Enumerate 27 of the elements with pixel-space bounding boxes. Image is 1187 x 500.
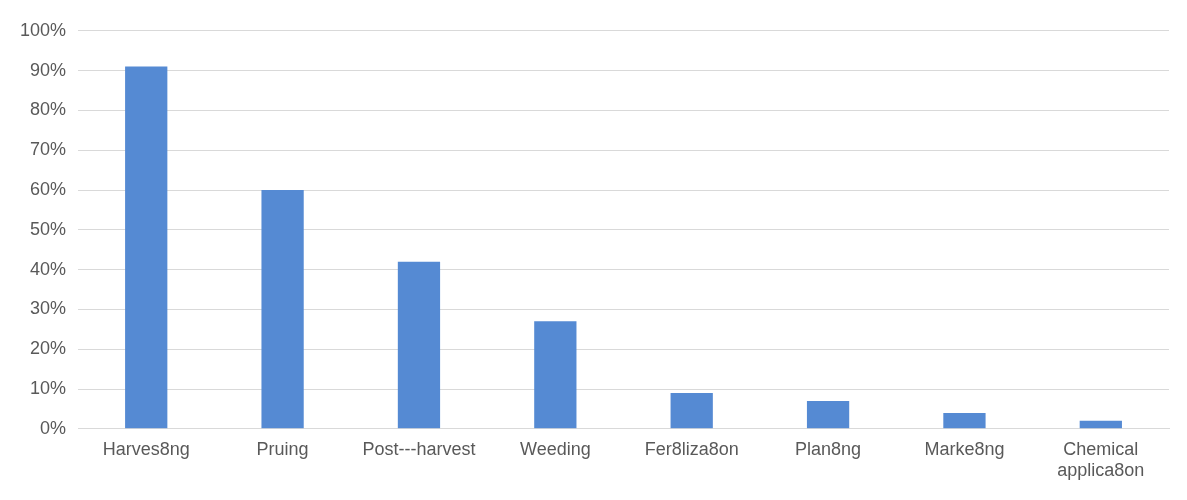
x-tick-label: Chemical applica8on bbox=[1057, 438, 1145, 481]
y-tick-label: 90% bbox=[30, 59, 67, 80]
y-tick-label: 20% bbox=[30, 338, 67, 359]
x-tick-label: Pruing bbox=[256, 438, 309, 459]
bar bbox=[397, 261, 441, 429]
bar bbox=[125, 66, 168, 429]
x-tick-label: Weeding bbox=[519, 438, 591, 459]
bar bbox=[670, 392, 713, 429]
y-tick-label: 80% bbox=[30, 99, 67, 120]
y-tick-label: 0% bbox=[40, 417, 67, 438]
y-tick-label: 10% bbox=[30, 377, 67, 398]
x-tick-label: Plan8ng bbox=[795, 438, 862, 459]
bar bbox=[534, 321, 577, 429]
y-tick-label: 100% bbox=[19, 19, 67, 40]
y-tick-label: 30% bbox=[30, 298, 67, 319]
x-tick-label: Post---harvest bbox=[362, 438, 476, 459]
y-tick-label: 50% bbox=[30, 218, 67, 239]
y-tick-label: 70% bbox=[30, 139, 67, 160]
bar bbox=[261, 190, 304, 429]
bar bbox=[806, 400, 850, 429]
y-tick-label: 60% bbox=[30, 178, 67, 199]
x-tick-label: Marke8ng bbox=[924, 438, 1005, 459]
x-tick-label: Fer8liza8on bbox=[644, 438, 739, 459]
y-tick-label: 40% bbox=[30, 258, 67, 279]
bar bbox=[943, 412, 986, 429]
bar bbox=[1079, 420, 1122, 429]
x-tick-label: Harves8ng bbox=[102, 438, 190, 459]
